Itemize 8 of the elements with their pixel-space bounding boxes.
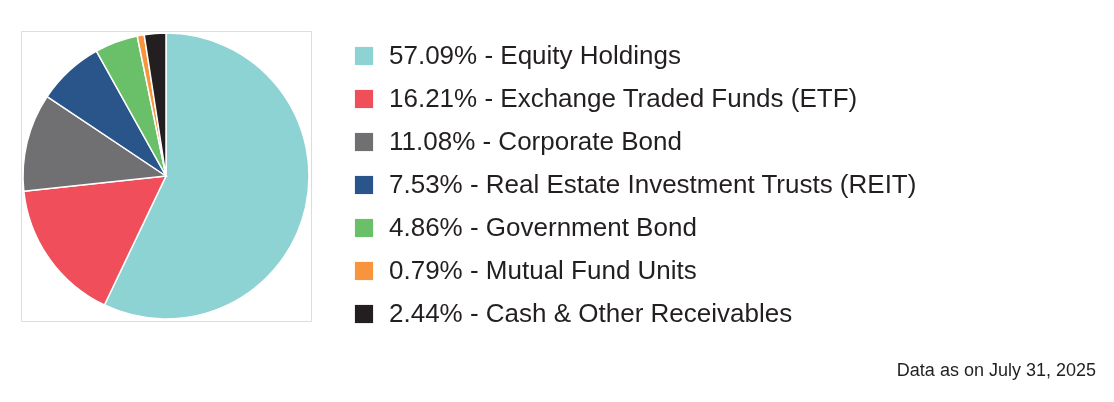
- legend-label: 16.21% - Exchange Traded Funds (ETF): [389, 83, 858, 113]
- legend-label: 57.09% - Equity Holdings: [389, 40, 681, 70]
- text: Data as on July 31, 2025: [896, 360, 1096, 380]
- legend-label: 2.44% - Cash & Other Receivables: [389, 298, 793, 328]
- legend-label: 7.53% - Real Estate Investment Trusts (REIT): [389, 169, 917, 199]
- legend-label: 0.79% - Mutual Fund Units: [389, 255, 697, 285]
- legend-label: 11.08% - Corporate Bond: [389, 126, 682, 156]
- legend-label: 4.86% - Government Bond: [389, 212, 697, 242]
